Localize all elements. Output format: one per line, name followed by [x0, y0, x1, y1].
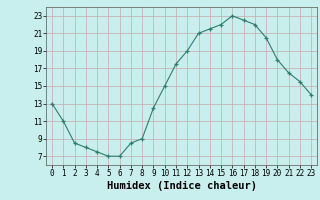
X-axis label: Humidex (Indice chaleur): Humidex (Indice chaleur) — [107, 181, 257, 191]
